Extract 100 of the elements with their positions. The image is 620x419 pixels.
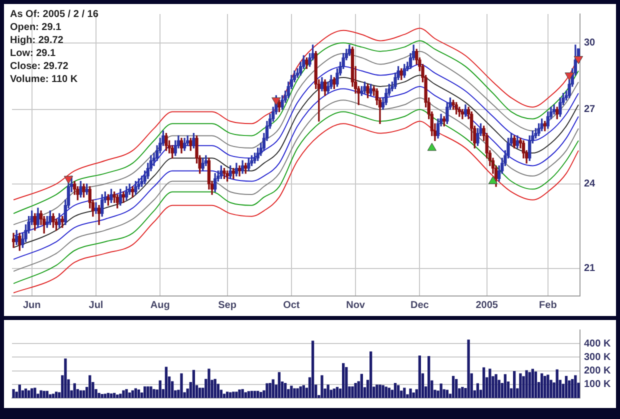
bar — [564, 376, 568, 398]
bar — [100, 394, 104, 398]
bar — [112, 392, 116, 398]
bar — [320, 375, 324, 398]
bar — [34, 388, 36, 398]
bar — [409, 388, 412, 398]
bar — [131, 390, 134, 398]
bar — [272, 379, 274, 398]
bar — [158, 380, 162, 398]
bar — [302, 385, 305, 398]
bar — [494, 374, 498, 398]
bar — [54, 392, 58, 398]
bar — [119, 394, 122, 398]
bar — [235, 392, 238, 398]
bar — [488, 368, 492, 398]
bar — [88, 375, 92, 398]
annotation: Low: 29.1 — [10, 47, 57, 60]
bar — [394, 382, 397, 398]
bar — [42, 390, 46, 398]
bar — [354, 382, 357, 398]
bar — [290, 386, 293, 398]
bar — [98, 392, 100, 398]
bar — [311, 340, 314, 398]
bar — [376, 384, 378, 398]
bar — [214, 378, 216, 398]
bar — [79, 390, 82, 398]
annotation: Close: 29.72 — [10, 60, 70, 73]
bar — [528, 372, 531, 398]
bar — [260, 392, 262, 398]
bar — [247, 391, 250, 398]
bar — [82, 390, 86, 398]
bar — [546, 374, 550, 398]
bar — [164, 366, 168, 398]
bar — [440, 384, 442, 398]
bar — [266, 383, 268, 398]
bar — [534, 372, 538, 398]
bar — [256, 390, 260, 398]
bar — [134, 388, 138, 398]
bar — [540, 373, 544, 398]
bar — [504, 374, 507, 398]
bar — [226, 392, 229, 398]
bar — [122, 390, 125, 398]
x-tick-label: Aug — [150, 300, 170, 311]
bar — [428, 356, 430, 398]
y-tick-label: 24 — [584, 178, 596, 190]
bar — [396, 385, 400, 398]
candlestick — [12, 232, 16, 248]
bar — [467, 340, 470, 398]
bar — [519, 373, 522, 398]
bar — [198, 388, 202, 398]
bar — [369, 351, 372, 398]
bar — [30, 388, 34, 398]
x-tick-label: Jun — [22, 300, 41, 311]
bar — [360, 374, 363, 398]
bar — [574, 375, 577, 398]
bar — [284, 382, 287, 398]
bar — [238, 390, 241, 398]
bar — [137, 390, 140, 398]
bar — [513, 371, 516, 398]
x-tick-label: Sep — [218, 300, 236, 311]
bar — [531, 368, 534, 398]
bar — [116, 394, 119, 398]
bar — [180, 373, 183, 398]
bar — [40, 390, 42, 398]
bar — [152, 389, 156, 398]
bar — [146, 386, 150, 398]
bar — [208, 368, 210, 398]
annotation: As Of: 2005 / 2 / 16 — [10, 8, 98, 21]
bar — [150, 386, 152, 398]
bar — [556, 369, 558, 398]
bar — [244, 392, 247, 398]
y-tick-label: 27 — [584, 104, 596, 116]
bar — [46, 390, 48, 398]
bar — [418, 356, 422, 398]
bar — [461, 386, 464, 398]
bar — [382, 385, 384, 398]
bar — [525, 370, 528, 398]
bar — [452, 376, 455, 398]
bar — [222, 394, 226, 398]
bar — [544, 376, 546, 398]
bar — [332, 388, 336, 398]
annotation: Open: 29.1 — [10, 21, 62, 34]
bar — [192, 370, 196, 398]
bar — [268, 382, 272, 398]
annotation: High: 29.72 — [10, 34, 64, 47]
bar — [18, 384, 21, 398]
bar — [336, 386, 339, 398]
bar — [241, 389, 244, 398]
bar — [27, 390, 30, 398]
bar — [52, 394, 55, 398]
bar — [482, 367, 486, 398]
bar — [476, 383, 480, 398]
bar — [571, 379, 574, 398]
bar — [403, 388, 406, 398]
bar — [454, 379, 458, 398]
bar — [232, 392, 235, 398]
bar — [253, 390, 256, 398]
bar — [568, 380, 571, 398]
bar — [24, 388, 28, 398]
bar — [144, 386, 146, 398]
